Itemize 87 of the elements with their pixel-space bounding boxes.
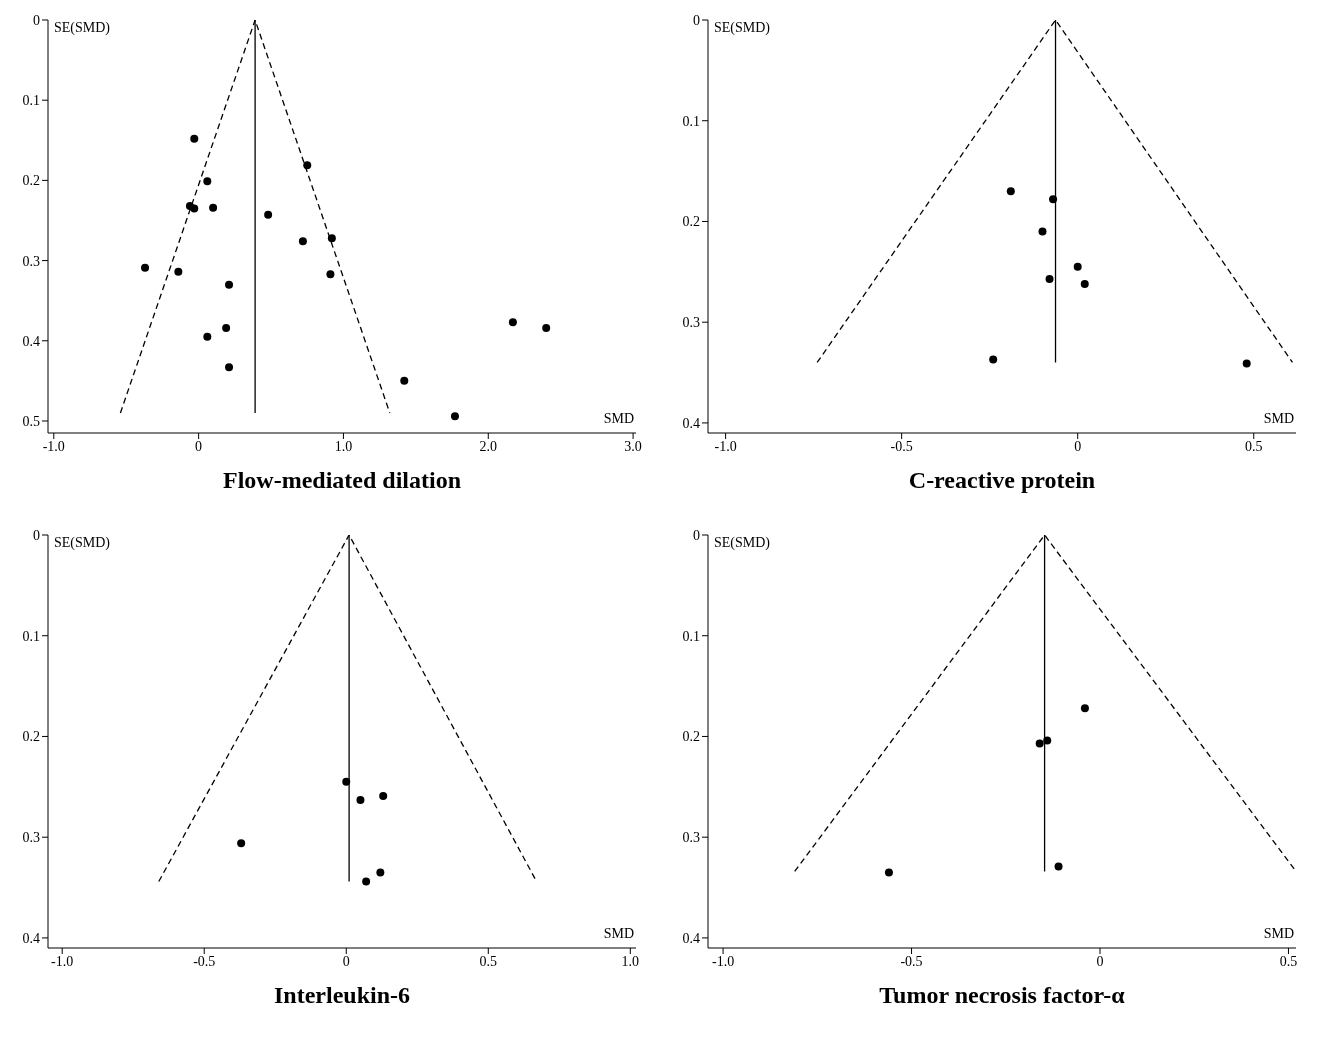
text: C-reactive protein [907,467,1097,494]
point [1073,262,1082,271]
point [225,363,234,372]
text: Tumor necrosis factor-α [878,982,1126,1009]
point [298,237,307,246]
x-tick-label: 2.0 [479,438,498,454]
y-tick-label: 0.2 [22,729,40,745]
point [203,332,212,341]
point [376,868,385,877]
x-tick-label: 0 [1074,438,1082,454]
y-tick-label: 0.4 [682,930,700,946]
y-tick-label: 0.1 [682,628,700,644]
point [1045,274,1054,283]
point [174,267,183,276]
y-tick-label: 0.3 [682,315,700,331]
point [303,161,312,170]
x-tick-label: 0 [1096,953,1104,969]
point [1080,704,1089,713]
y-tick-label: 0.1 [682,113,700,129]
y-axis-title: SE(SMD) [714,535,771,551]
x-tick-label: -1.0 [714,438,737,454]
point [1049,195,1058,204]
y-tick-label: 0.3 [22,830,40,846]
point [141,263,150,272]
x-axis-title: SMD [603,926,634,942]
x-tick-label: -0.5 [193,953,216,969]
y-tick-label: 0.4 [22,930,40,946]
y-axis-title: SE(SMD) [54,535,111,551]
point [1006,187,1015,196]
y-tick-label: 0.3 [682,830,700,846]
x-axis-title: SMD [603,411,634,427]
point [1035,739,1044,748]
y-tick-label: 0.3 [22,253,40,269]
point [222,323,231,332]
point [264,210,273,219]
x-axis-title: SMD [1263,926,1294,942]
point [237,839,246,848]
point [400,376,409,385]
y-tick-label: 0.4 [682,415,700,431]
y-tick-label: 0.1 [22,628,40,644]
x-tick-label: 0.5 [1245,438,1263,454]
y-tick-label: 0 [693,12,700,28]
x-tick-label: -0.5 [900,953,923,969]
y-axis-title: SE(SMD) [54,20,111,36]
x-tick-label: 0 [342,953,350,969]
y-tick-label: 0.1 [22,93,40,109]
point [1080,279,1089,288]
point [203,177,212,186]
point [1054,862,1063,871]
x-tick-label: 3.0 [624,438,642,454]
point [542,323,551,332]
x-axis-title: SMD [1263,411,1294,427]
y-tick-label: 0 [33,12,40,28]
x-tick-label: -1.0 [42,438,65,454]
text: Flow-mediated dilation [222,467,462,494]
text: Interleukin-6 [273,982,411,1009]
point [989,355,998,364]
point [225,280,234,289]
x-tick-label: 1.0 [621,953,640,969]
y-tick-label: 0.2 [682,729,700,745]
y-tick-label: 0.2 [22,173,40,189]
y-tick-label: 0.2 [682,214,700,230]
x-tick-label: -0.5 [890,438,913,454]
point [356,795,365,804]
point [327,234,336,243]
point [190,134,199,143]
y-axis-title: SE(SMD) [714,20,771,36]
y-tick-label: 0.5 [22,413,40,429]
point [326,270,335,279]
point [1242,359,1251,368]
point [190,204,199,213]
y-tick-label: 0.4 [22,333,40,349]
x-tick-label: 0.5 [1279,953,1298,969]
point [1038,227,1047,236]
point [209,203,218,212]
point [362,877,371,886]
point [884,868,893,877]
x-tick-label: 1.0 [334,438,353,454]
x-tick-label: 0 [195,438,203,454]
x-tick-label: 0.5 [479,953,498,969]
y-tick-label: 0 [33,527,40,543]
point [508,318,517,327]
y-tick-label: 0 [693,527,700,543]
x-tick-label: -1.0 [51,953,74,969]
point [450,412,459,421]
x-tick-label: -1.0 [711,953,735,969]
point [379,791,388,800]
